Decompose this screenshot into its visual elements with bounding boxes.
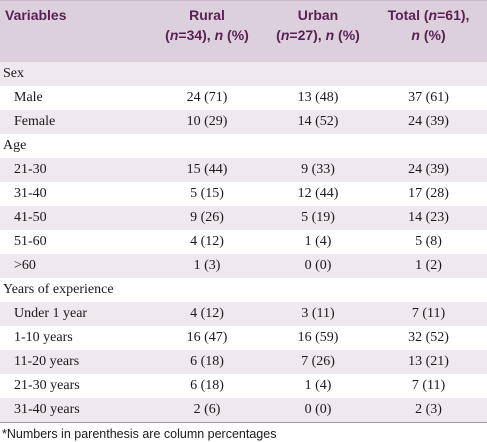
urban-cell: 5 (19) — [301, 210, 335, 225]
total-cell: 7 (11) — [411, 378, 446, 393]
row-label: 1-10 years — [14, 330, 73, 345]
rural-cell: 16 (47) — [186, 330, 228, 345]
urban-cell: 7 (26) — [301, 354, 335, 369]
total-cell: 24 (39) — [408, 162, 449, 177]
table-body: Sex Male 24 (71) 13 (48) 37 (61) Female 10 (29… — [0, 62, 487, 422]
urban-cell: 12 (44) — [297, 186, 339, 201]
table-row: Male 24 (71) 13 (48) 37 (61) — [0, 86, 487, 110]
table-header: Variables Rural (n=34), n (%) Urban (n=2… — [0, 0, 487, 62]
header-urban-title: Urban — [297, 7, 339, 23]
table-bottom-rule — [0, 422, 487, 423]
total-cell: 2 (3) — [415, 402, 442, 417]
rural-cell: 2 (6) — [193, 402, 221, 417]
header-total: Total (n=61), n (%) — [370, 5, 487, 45]
row-label: 41-50 — [14, 210, 47, 225]
table-row: 41-50 9 (26) 5 (19) 14 (23) — [0, 206, 487, 230]
row-label: 11-20 years — [14, 354, 80, 369]
table-row: 31-40 years 2 (6) 0 (0) 2 (3) — [0, 398, 487, 422]
rural-cell: 15 (44) — [186, 162, 228, 177]
table-row: 1-10 years 16 (47) 16 (59) 32 (52) — [0, 326, 487, 350]
row-label: 31-40 years — [14, 402, 80, 417]
row-label: Male — [14, 90, 43, 105]
header-rural: Rural (n=34), n (%) — [147, 5, 267, 45]
header-urban-sub: (n=27), n (%) — [276, 27, 360, 43]
section-label: Sex — [3, 66, 24, 81]
total-cell: 17 (28) — [408, 186, 449, 201]
urban-cell: 0 (0) — [304, 258, 332, 273]
table-row: >60 1 (3) 0 (0) 1 (2) — [0, 254, 487, 278]
urban-cell: 3 (11) — [301, 306, 335, 321]
rural-cell: 4 (12) — [190, 234, 224, 249]
row-label: Female — [14, 114, 56, 129]
rural-cell: 24 (71) — [186, 90, 228, 105]
table-row: 21-30 years 6 (18) 1 (4) 7 (11) — [0, 374, 487, 398]
section-label: Years of experience — [3, 282, 114, 297]
table-row: 31-40 5 (15) 12 (44) 17 (28) — [0, 182, 487, 206]
total-cell: 24 (39) — [408, 114, 449, 129]
rural-cell: 9 (26) — [190, 210, 224, 225]
table-row: 11-20 years 6 (18) 7 (26) 13 (21) — [0, 350, 487, 374]
row-label: 51-60 — [14, 234, 47, 249]
row-label: 21-30 — [14, 162, 47, 177]
table-row: Under 1 year 4 (12) 3 (11) 7 (11) — [0, 302, 487, 326]
header-variables: Variables — [5, 7, 67, 23]
rural-cell: 5 (15) — [190, 186, 224, 201]
row-label: Under 1 year — [14, 306, 88, 321]
section-row: Age — [0, 134, 487, 158]
row-label: 31-40 — [14, 186, 47, 201]
total-cell: 7 (11) — [411, 306, 446, 321]
row-label: >60 — [14, 258, 36, 273]
total-cell: 37 (61) — [408, 90, 449, 105]
table-row: Female 10 (29) 14 (52) 24 (39) — [0, 110, 487, 134]
urban-cell: 9 (33) — [301, 162, 335, 177]
urban-cell: 14 (52) — [297, 114, 339, 129]
section-row: Sex — [0, 62, 487, 86]
rural-cell: 4 (12) — [190, 306, 224, 321]
header-urban: Urban (n=27), n (%) — [263, 5, 373, 45]
urban-cell: 16 (59) — [297, 330, 339, 345]
header-total-sub: n (%) — [411, 27, 446, 43]
total-cell: 13 (21) — [408, 354, 449, 369]
total-cell: 14 (23) — [408, 210, 449, 225]
total-cell: 5 (8) — [415, 234, 442, 249]
header-total-title: Total (n=61), — [387, 7, 470, 23]
row-label: 21-30 years — [14, 378, 80, 393]
section-label: Age — [3, 138, 27, 153]
rural-cell: 6 (18) — [190, 378, 224, 393]
rural-cell: 10 (29) — [186, 114, 228, 129]
urban-cell: 0 (0) — [304, 402, 332, 417]
table-row: 51-60 4 (12) 1 (4) 5 (8) — [0, 230, 487, 254]
urban-cell: 13 (48) — [297, 90, 339, 105]
table-row: 21-30 15 (44) 9 (33) 24 (39) — [0, 158, 487, 182]
rural-cell: 6 (18) — [190, 354, 224, 369]
total-cell: 1 (2) — [415, 258, 442, 273]
rural-cell: 1 (3) — [193, 258, 221, 273]
header-rural-title: Rural — [189, 7, 225, 23]
total-cell: 32 (52) — [408, 330, 449, 345]
urban-cell: 1 (4) — [304, 234, 332, 249]
header-rural-sub: (n=34), n (%) — [165, 27, 249, 43]
urban-cell: 1 (4) — [304, 378, 332, 393]
section-row: Years of experience — [0, 278, 487, 302]
